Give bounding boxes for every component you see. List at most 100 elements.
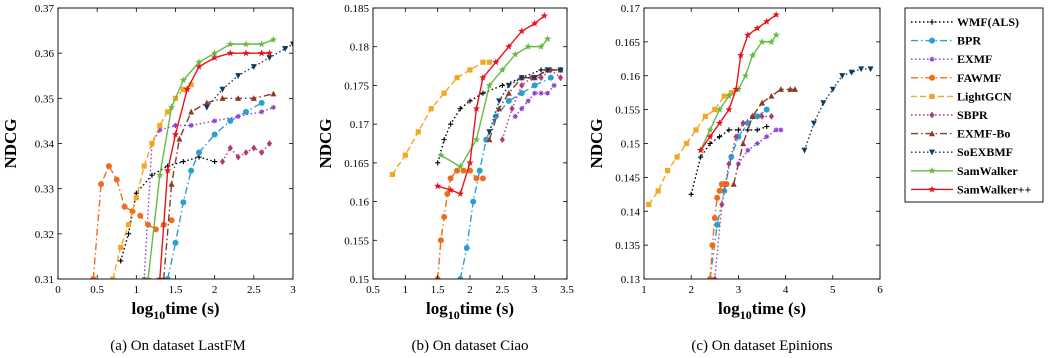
series-line [700,14,777,151]
data-point [505,89,512,96]
x-tick-label: 0.5 [366,284,380,296]
data-point [537,42,545,50]
legend-label: SamWalker++ [957,182,1032,196]
legend-marker [928,185,936,193]
data-point [716,187,723,194]
data-point [470,198,477,205]
chart-panel-1: 0 0.5 1 1.5 2 2.5 3 0.31 0.32 0.33 0.34 0.35 0.36 0.3… [1,3,296,354]
data-point [125,231,132,237]
data-point [434,182,442,190]
data-point [171,130,180,138]
data-point [753,24,761,32]
data-point [473,175,480,182]
data-point [454,75,460,81]
data-point [733,133,739,141]
data-point [389,171,395,178]
data-point [848,69,855,76]
y-tick-label: 0.16 [350,197,370,209]
data-point [266,140,273,147]
data-point [219,95,226,101]
data-point [715,105,724,113]
series-line [143,106,274,279]
data-point [456,162,464,170]
y-tick-label: 0.34 [35,139,55,151]
data-point [211,53,219,61]
y-tick-label: 0.155 [344,235,369,247]
data-point [188,108,195,115]
series-line [163,93,274,279]
data-point [113,176,120,183]
data-point [486,136,493,143]
data-point [721,93,727,99]
legend-marker [929,37,936,44]
series-line [112,84,192,279]
data-point [839,73,846,79]
data-point [157,122,163,129]
legend-label: SoEXBMF [957,145,1013,159]
data-point [741,71,750,79]
data-point [486,59,492,65]
data-point [706,132,714,140]
chart-panel-3: 1 2 3 4 5 6 0.13 0.135 0.14 0.145 0.15 0.155 0.16 0.1… [587,3,883,354]
data-point [258,99,265,106]
data-point [242,49,250,57]
data-point [737,51,745,59]
data-point [759,99,765,106]
series-exmf-bo [486,66,564,143]
data-point [646,201,652,208]
y-tick-label: 0.18 [350,42,370,54]
data-point [740,140,747,147]
legend-item-exmf: EXMF [911,52,992,66]
legend-label: WMF(ALS) [957,15,1019,29]
series-line [709,109,768,279]
data-point [538,74,544,82]
data-point [538,90,544,96]
data-point [525,98,531,104]
data-point [212,158,218,165]
data-point [714,221,721,228]
data-point [543,35,552,43]
data-point [437,151,445,159]
plot-frame [643,7,881,280]
series-line [119,156,215,262]
data-point [480,90,486,96]
data-point [479,175,486,182]
data-point [505,97,512,104]
x-tick-label: 1 [403,284,409,296]
data-point [712,107,718,113]
legend-marker [929,93,935,99]
data-point [867,66,874,73]
data-point [441,137,447,143]
x-tick-label: 4 [783,284,789,296]
series-exmf [735,127,784,167]
data-point [227,117,234,124]
legend-marker [929,74,936,81]
series-wmf-als [688,123,770,197]
y-tick-label: 0.15 [350,274,370,286]
data-point [499,136,505,144]
data-point [180,199,187,206]
data-point [498,66,506,74]
data-point [156,275,164,279]
data-point [480,59,486,65]
data-point [448,121,454,127]
y-tick-label: 0.145 [615,172,640,184]
data-point [719,201,725,208]
data-point [441,214,448,221]
series-fawmf [90,163,175,279]
data-point [712,275,718,279]
data-point [467,98,473,104]
data-point [745,147,751,153]
data-point [179,76,187,84]
legend-marker [929,111,935,119]
data-point [129,208,136,215]
y-tick-label: 0.15 [621,139,641,151]
data-point [235,113,241,119]
plot-frame [57,7,294,280]
data-point [764,123,770,130]
data-point [524,42,532,50]
data-point [270,104,277,110]
data-point [715,119,724,127]
data-point [415,129,421,135]
y-tick-label: 0.32 [35,229,54,241]
